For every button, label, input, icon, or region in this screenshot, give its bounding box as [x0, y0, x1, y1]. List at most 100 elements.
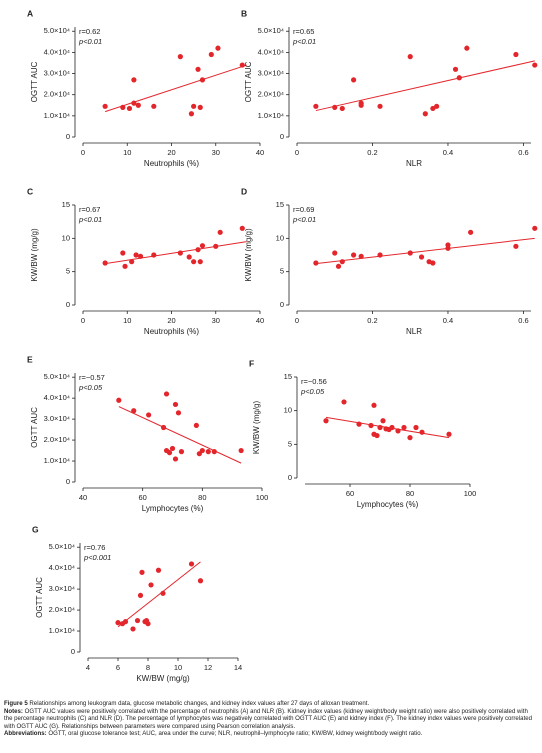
data-point: [239, 225, 245, 231]
caption-notes-line: Notes: OGTT AUC values were positively c…: [4, 708, 536, 731]
y-tick-label: 0: [66, 132, 70, 141]
y-tick-label: 2.0×10⁴: [44, 90, 70, 99]
data-point: [151, 103, 157, 109]
abbreviations: OGTT, oral glucose tolerance test; AUC, …: [48, 730, 423, 738]
x-tick-label: 12: [204, 663, 212, 672]
data-point: [195, 66, 201, 72]
x-tick-label: 20: [167, 316, 175, 325]
x-tick-label: 80: [406, 489, 414, 498]
data-point: [377, 424, 383, 431]
fit-line: [315, 237, 535, 265]
data-point: [513, 51, 519, 58]
notes-label: Notes:: [4, 707, 23, 715]
x-tick-label: 40: [256, 316, 264, 325]
data-point: [464, 45, 470, 51]
data-point: [178, 449, 185, 455]
x-tick-label: 0: [81, 148, 85, 157]
x-tick-label: 40: [256, 148, 264, 157]
y-tick-label: 2.0×10⁴: [49, 605, 75, 614]
y-axis-title: OGTT AUC: [30, 61, 39, 102]
data-point: [401, 424, 407, 431]
x-tick-label: 60: [138, 493, 146, 502]
y-tick-label: 3.0×10⁴: [258, 69, 284, 78]
stat-annotation: r=0.76: [84, 543, 105, 552]
x-tick-label: 0.4: [443, 148, 453, 157]
data-point: [239, 62, 245, 68]
x-tick-label: 10: [123, 316, 131, 325]
y-tick-label: 5.0×10⁴: [44, 372, 70, 381]
data-point: [186, 254, 192, 260]
fit-line: [315, 60, 535, 112]
x-tick-label: 60: [346, 489, 354, 498]
data-point: [215, 45, 221, 51]
y-tick-label: 3.0×10⁴: [44, 414, 70, 423]
data-point: [139, 569, 145, 575]
caption-label: Figure 5: [4, 700, 28, 707]
y-tick-label: 4.0×10⁴: [44, 393, 70, 402]
y-tick-label: 3.0×10⁴: [49, 584, 75, 593]
data-point: [452, 66, 459, 72]
data-point: [335, 263, 342, 269]
data-point: [468, 229, 474, 235]
data-point: [513, 243, 519, 249]
stat-annotation: p<0.05: [78, 383, 103, 392]
x-axis-title: KW/BW (mg/g): [136, 674, 190, 683]
data-point: [163, 391, 170, 397]
data-point: [351, 77, 357, 83]
data-point: [175, 410, 182, 416]
data-point: [169, 445, 176, 452]
data-point: [430, 105, 436, 112]
y-tick-label: 4.0×10⁴: [258, 47, 284, 56]
data-point: [191, 103, 197, 109]
data-point: [368, 422, 374, 429]
data-point: [419, 429, 425, 435]
fit-line: [105, 241, 247, 265]
stat-annotation: r=0.67: [79, 205, 100, 214]
stat-annotation: p<0.05: [300, 387, 325, 396]
x-axis-title: Lymphocytes (%): [357, 500, 419, 509]
y-tick-label: 1.0×10⁴: [44, 456, 70, 465]
data-point: [407, 435, 413, 441]
stat-annotation: r=0.62: [79, 27, 100, 36]
x-tick-label: 0.6: [518, 316, 528, 325]
x-tick-label: 0.6: [518, 148, 528, 157]
y-tick-label: 15: [62, 200, 70, 209]
y-tick-label: 0: [66, 300, 70, 309]
data-point: [177, 54, 183, 60]
y-axis-title: OGTT AUC: [244, 61, 253, 102]
x-tick-label: 4: [86, 663, 90, 672]
data-point: [177, 250, 183, 256]
figure: 0 1.0×10⁴ 2.0×10⁴ 3.0×10⁴ 4.0×10⁴ 5.0×10⁴ 0 10 2…: [27, 8, 538, 683]
data-point: [102, 260, 108, 266]
data-point: [146, 412, 152, 418]
y-tick-label: 2.0×10⁴: [258, 90, 284, 99]
y-tick-label: 4.0×10⁴: [44, 47, 70, 56]
x-tick-label: 8: [146, 663, 150, 672]
data-point: [377, 252, 383, 258]
y-axis-title: KW/BW (mg/g): [30, 228, 39, 282]
x-tick-label: 30: [212, 148, 220, 157]
x-tick-label: 100: [256, 493, 269, 502]
x-tick-label: 0.2: [367, 316, 377, 325]
data-point: [122, 263, 128, 269]
y-axis-title: OGTT AUC: [35, 577, 44, 618]
y-tick-label: 0: [66, 477, 70, 486]
stat-annotation: p<0.001: [83, 553, 111, 562]
data-point: [155, 567, 162, 573]
y-tick-label: 0: [280, 132, 284, 141]
panel-letter: A: [27, 8, 33, 18]
x-tick-label: 0: [295, 316, 299, 325]
x-tick-label: 80: [198, 493, 206, 502]
x-tick-label: 14: [234, 663, 242, 672]
x-tick-label: 10: [174, 663, 182, 672]
y-tick-label: 4.0×10⁴: [49, 563, 75, 572]
x-tick-label: 6: [116, 663, 120, 672]
y-tick-label: 10: [276, 233, 284, 242]
data-point: [115, 620, 121, 626]
data-point: [129, 259, 135, 265]
x-tick-label: 0.4: [443, 316, 453, 325]
data-point: [134, 617, 141, 624]
data-point: [339, 259, 345, 265]
y-tick-label: 5.0×10⁴: [44, 26, 70, 35]
data-point: [130, 626, 136, 632]
